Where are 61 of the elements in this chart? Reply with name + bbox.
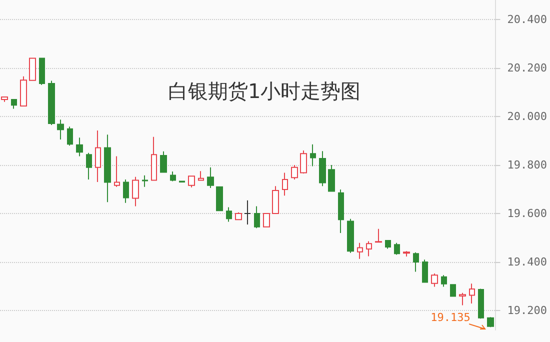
y-tick-label: 19.200 — [507, 304, 548, 318]
candlestick — [310, 144, 316, 167]
candlestick — [86, 152, 92, 180]
candlestick — [413, 252, 419, 272]
candlestick — [170, 171, 176, 182]
candlestick — [431, 272, 438, 288]
candlestick — [188, 176, 195, 188]
candlestick — [151, 136, 157, 181]
candlestick — [216, 186, 223, 212]
candlestick — [11, 98, 17, 110]
text: 白银期货1小时走势图 — [168, 79, 361, 103]
candlestick — [422, 259, 428, 283]
candlestick — [254, 206, 260, 229]
candlestick — [375, 228, 382, 243]
candlestick — [123, 179, 129, 204]
candlestick — [469, 283, 475, 304]
candlestick — [207, 166, 214, 189]
candlestick — [244, 200, 251, 225]
candlestick — [76, 137, 83, 157]
candlestick — [1, 96, 8, 102]
candlestick — [459, 292, 466, 306]
candlestick — [114, 156, 120, 188]
candlestick — [450, 284, 456, 297]
y-tick-label: 19.800 — [507, 158, 548, 172]
y-tick-label: 19.400 — [507, 256, 548, 269]
candlestick — [48, 80, 55, 126]
candlestick — [57, 119, 64, 140]
candlestick — [142, 174, 148, 188]
candlestick — [282, 172, 288, 196]
candlestick — [403, 250, 410, 257]
candlestick — [29, 58, 36, 81]
candlestick — [385, 240, 391, 250]
candlestick — [235, 212, 242, 220]
y-tick-label: 19.600 — [507, 207, 548, 220]
candlestick — [20, 76, 27, 107]
annotation: 19.135 — [430, 311, 470, 324]
y-tick-label: 20.000 — [507, 110, 548, 123]
candlestick — [95, 130, 101, 182]
candlestick — [357, 242, 363, 260]
candlestick — [487, 316, 494, 328]
candlestick — [104, 134, 111, 203]
candlestick — [347, 218, 354, 254]
y-tick-label: 20.400 — [507, 12, 548, 26]
candlestick — [366, 240, 372, 257]
candlestick — [394, 242, 400, 256]
candlestick — [198, 170, 204, 181]
candlestick — [272, 186, 279, 214]
candlestick — [39, 58, 45, 86]
candlestick — [291, 164, 298, 180]
candlestick — [319, 150, 326, 187]
candlestick — [441, 274, 447, 288]
candlestick — [338, 189, 344, 234]
candlestick — [300, 150, 307, 174]
candlestick — [478, 288, 484, 320]
candlestick — [263, 213, 270, 228]
candlestick — [67, 126, 73, 146]
candlestick — [226, 206, 232, 222]
y-tick-label: 20.200 — [507, 61, 548, 74]
candlestick — [160, 150, 167, 174]
candlestick — [132, 176, 139, 207]
candlestick — [328, 164, 335, 192]
